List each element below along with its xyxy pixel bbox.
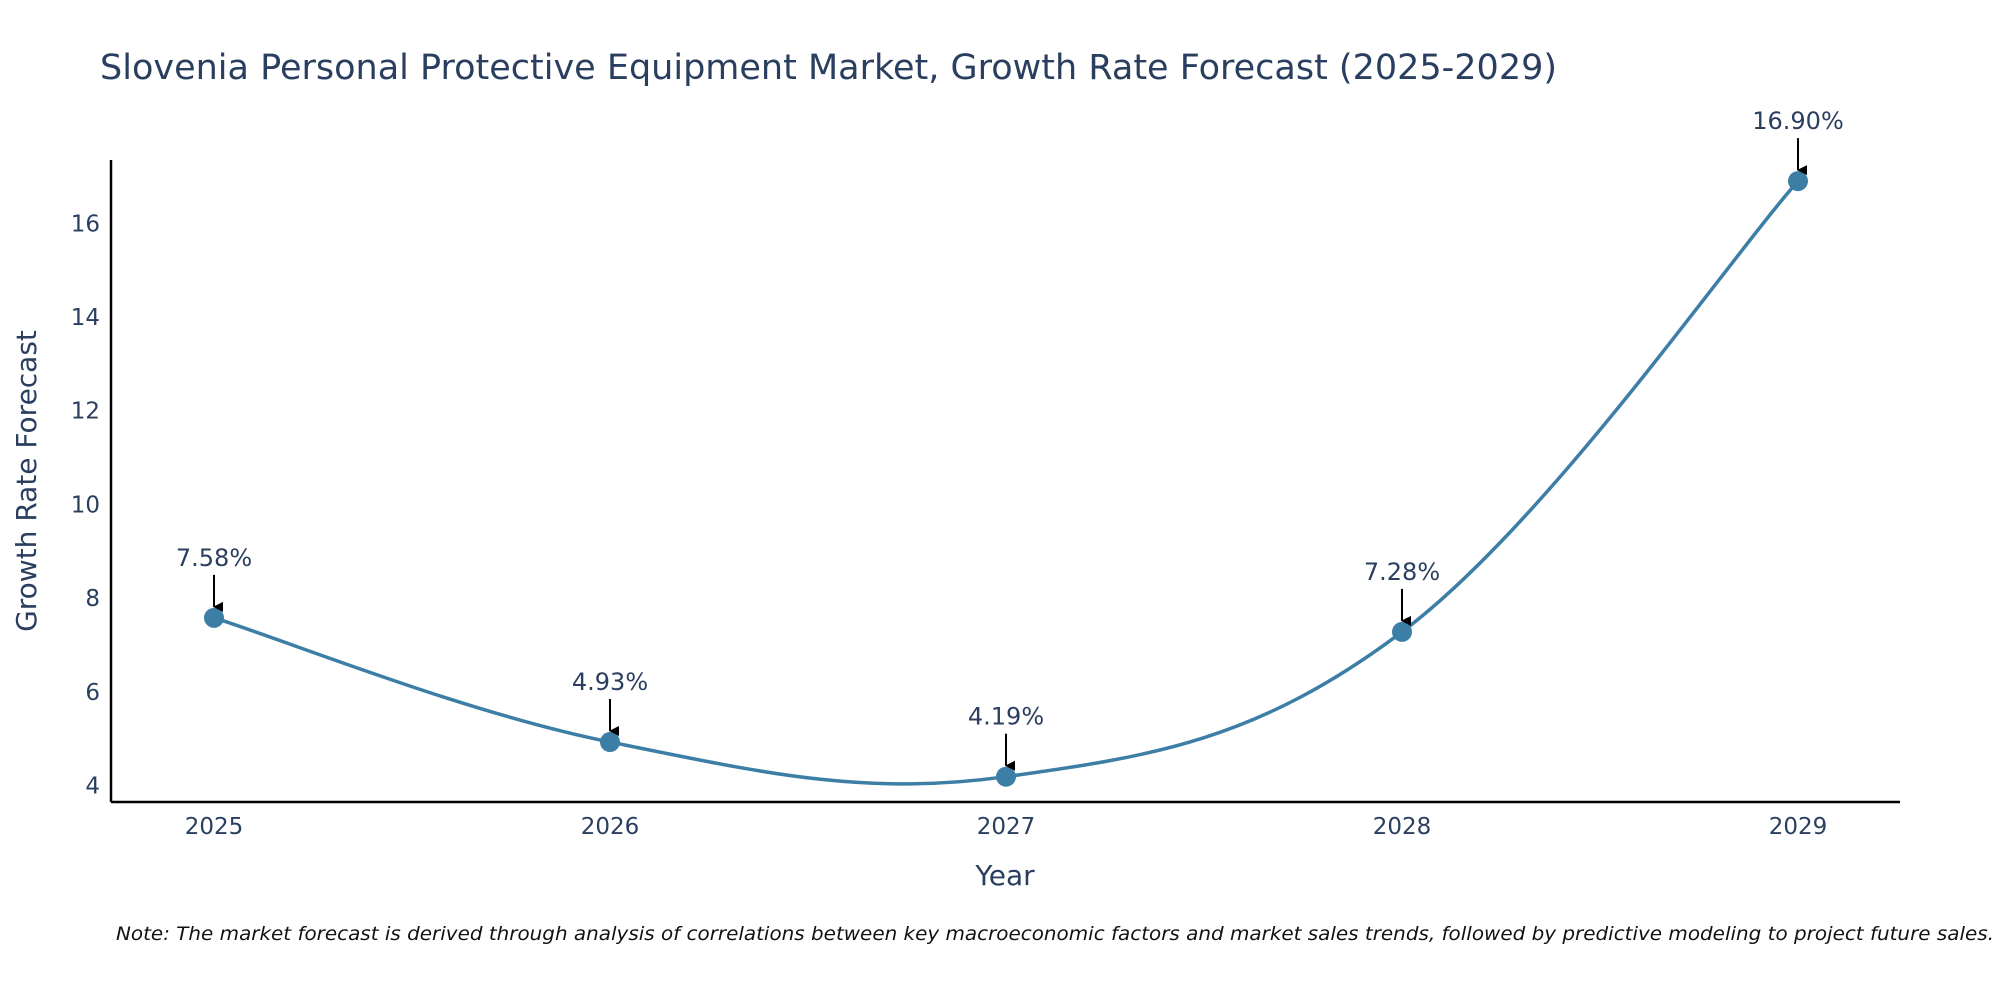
y-tick-label: 16	[71, 211, 100, 237]
series-line	[213, 179, 1800, 786]
chart-title: Slovenia Personal Protective Equipment M…	[100, 48, 1557, 88]
data-label: 7.28%	[1364, 558, 1440, 586]
y-axis-title: Growth Rate Forecast	[10, 330, 43, 632]
data-label: 4.93%	[572, 668, 648, 696]
data-point	[600, 732, 620, 753]
x-axis-ticks: 2025 2026 2027 2028 2029	[185, 814, 1828, 840]
y-tick-label: 12	[71, 399, 100, 425]
y-tick-label: 6	[85, 680, 100, 706]
x-axis-title: Year	[974, 859, 1035, 892]
data-annotations: 7.58% 4.93% 4.19% 7.28% 16.90%	[176, 107, 1844, 771]
y-axis-ticks: 4 6 8 10 12 14 16	[71, 211, 100, 799]
x-tick-label: 2026	[581, 814, 640, 840]
x-tick-label: 2027	[977, 814, 1036, 840]
data-label: 4.19%	[968, 703, 1044, 731]
y-tick-label: 14	[71, 305, 100, 331]
data-point	[1392, 621, 1412, 642]
data-label: 7.58%	[176, 544, 252, 572]
data-point	[204, 607, 224, 628]
chart-note: Note: The market forecast is derived thr…	[116, 923, 1994, 945]
y-tick-label: 8	[85, 586, 100, 612]
data-label: 16.90%	[1752, 107, 1844, 135]
x-tick-label: 2028	[1373, 814, 1432, 840]
data-markers	[204, 171, 1808, 787]
data-point	[996, 766, 1016, 787]
y-tick-label: 10	[71, 492, 100, 518]
x-tick-label: 2029	[1769, 814, 1828, 840]
data-point	[1788, 171, 1808, 192]
y-tick-label: 4	[85, 774, 100, 800]
x-tick-label: 2025	[185, 814, 244, 840]
